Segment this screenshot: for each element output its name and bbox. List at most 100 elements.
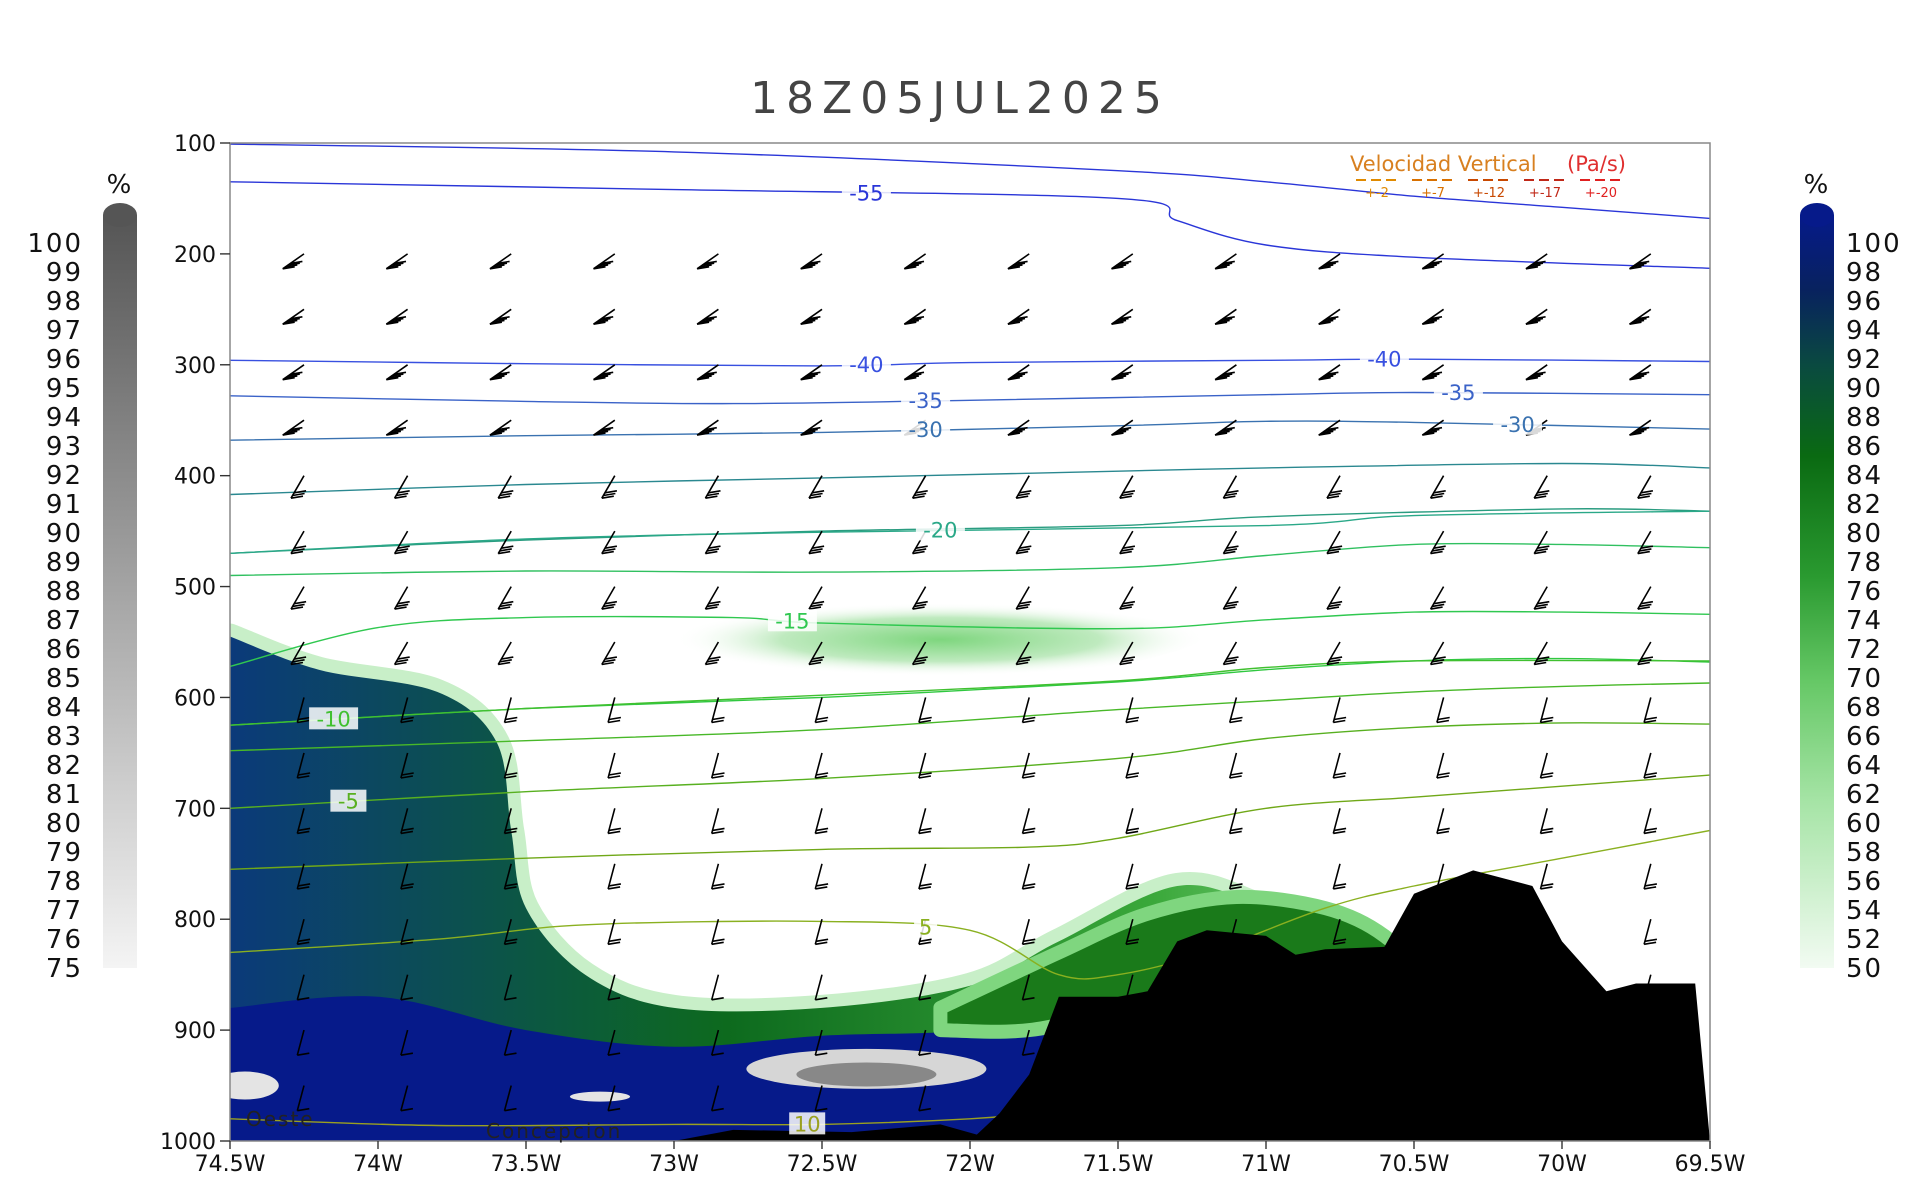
wind-barb — [1125, 697, 1140, 724]
x-tick-label: 70.5W — [1379, 1152, 1450, 1177]
wind-barb — [710, 863, 725, 890]
wind-barb — [601, 586, 618, 610]
wind-barb — [503, 1085, 517, 1112]
wind-barb — [1318, 419, 1341, 436]
wind-barb — [1214, 253, 1237, 270]
wind-barb — [1643, 918, 1658, 946]
colorbar-label: 80 — [46, 809, 83, 839]
left-colorbar-unit: % — [107, 170, 134, 200]
wind-barb — [282, 308, 305, 325]
contour-label: -5 — [338, 790, 359, 814]
colorbar-label: 52 — [1846, 925, 1883, 955]
x-axis: 74.5W 74W 73.5W 73W 72.5W 72W 71.5W 71W 70.5W 70W… — [195, 1141, 1746, 1177]
temperature-contours — [230, 143, 1710, 1127]
wind-barb — [1429, 475, 1446, 499]
wind-barb — [696, 253, 719, 270]
right-colorbar: % 10098969492908886848280787674727068666… — [1800, 170, 1900, 984]
wind-barb — [1021, 808, 1036, 835]
colorbar-label: 88 — [1846, 403, 1883, 433]
colorbar-label: 86 — [1846, 432, 1883, 462]
wind-barb — [296, 697, 311, 724]
wind-barb — [1539, 808, 1554, 835]
colorbar-label: 87 — [46, 606, 83, 636]
wind-barb — [1649, 1140, 1651, 1141]
isotherm-line-16 — [230, 1112, 1030, 1127]
wind-barb — [1533, 641, 1550, 666]
wind-barb — [607, 1085, 621, 1112]
wind-barb — [607, 752, 622, 779]
wind-barb — [1214, 308, 1237, 325]
wind-barb — [601, 641, 618, 666]
wind-barb — [1421, 364, 1445, 381]
colorbar-label: 75 — [46, 954, 83, 984]
colorbar-label: 99 — [46, 258, 83, 288]
wind-barb — [918, 1085, 932, 1112]
colorbar-label: 54 — [1846, 896, 1883, 926]
x-tick-label: 73W — [649, 1152, 699, 1177]
isotherm-line-11 — [230, 659, 1710, 726]
wind-barb — [385, 308, 409, 325]
colorbar-label: 96 — [46, 345, 83, 375]
wind-barb — [710, 918, 725, 946]
y-tick-label: 100 — [174, 132, 216, 157]
colorbar-label: 84 — [1846, 461, 1883, 491]
contour-label-bg — [915, 518, 965, 541]
wind-barb — [593, 419, 616, 436]
colorbar-label: 50 — [1846, 954, 1883, 984]
colorbar-label: 74 — [1846, 606, 1883, 636]
wind-barb — [385, 364, 409, 381]
right-colorbar-unit: % — [1804, 170, 1831, 200]
contour-label-bg — [767, 609, 817, 632]
wind-barb — [814, 863, 829, 890]
x-tick-label: 72.5W — [787, 1152, 858, 1177]
isotherm-line-2 — [230, 358, 1710, 367]
wind-barb — [1119, 475, 1136, 499]
colorbar-label: 91 — [46, 490, 83, 520]
wind-barb — [814, 808, 829, 835]
wind-barb — [1222, 641, 1239, 666]
wind-barb — [800, 419, 823, 436]
x-tick-label: 70W — [1537, 1152, 1587, 1177]
colorbar-label: 93 — [46, 432, 83, 462]
wind-barb — [704, 641, 721, 666]
colorbar-ramp — [1800, 215, 1834, 968]
wind-barb — [903, 308, 927, 325]
legend-value: +-20 — [1585, 186, 1617, 201]
wind-barb — [400, 697, 414, 724]
wind-barb — [1637, 641, 1654, 666]
contour-label-bg — [841, 181, 891, 204]
colorbar-label: 97 — [46, 316, 83, 346]
wind-barb — [1228, 752, 1243, 779]
contour-label: -30 — [908, 418, 942, 442]
wind-barb — [1021, 752, 1036, 779]
wind-barb — [814, 752, 829, 779]
colorbar-label: 94 — [46, 403, 83, 433]
wind-barb — [1421, 419, 1445, 436]
contour-label-bg — [901, 418, 951, 441]
wind-barb — [1332, 808, 1347, 835]
wind-barb — [489, 419, 512, 436]
wind-barb — [710, 1085, 724, 1112]
y-tick-label: 400 — [174, 465, 216, 490]
wind-barb — [593, 253, 616, 270]
y-tick-label: 900 — [174, 1019, 216, 1044]
wind-barb — [607, 974, 621, 1001]
wind-barb — [918, 863, 932, 890]
contour-label-bg — [1493, 412, 1543, 435]
wind-barb — [814, 697, 829, 724]
contour-label: -40 — [849, 353, 883, 377]
colorbar-label: 84 — [46, 693, 83, 723]
wind-barb — [613, 1140, 615, 1141]
contour-label-bg — [1433, 380, 1483, 403]
isotherm-line-0 — [230, 181, 1710, 269]
wind-barb — [607, 1029, 621, 1056]
wind-barb — [1339, 1140, 1340, 1141]
legend-value: +-12 — [1473, 186, 1505, 201]
contour-label: -20 — [923, 518, 957, 542]
wind-barb — [918, 808, 932, 835]
wind-barb — [808, 475, 825, 499]
wind-barb — [1332, 918, 1347, 946]
isotherm-line-15 — [230, 829, 1710, 980]
wind-barb — [903, 253, 927, 270]
colorbar-label: 95 — [46, 374, 83, 404]
